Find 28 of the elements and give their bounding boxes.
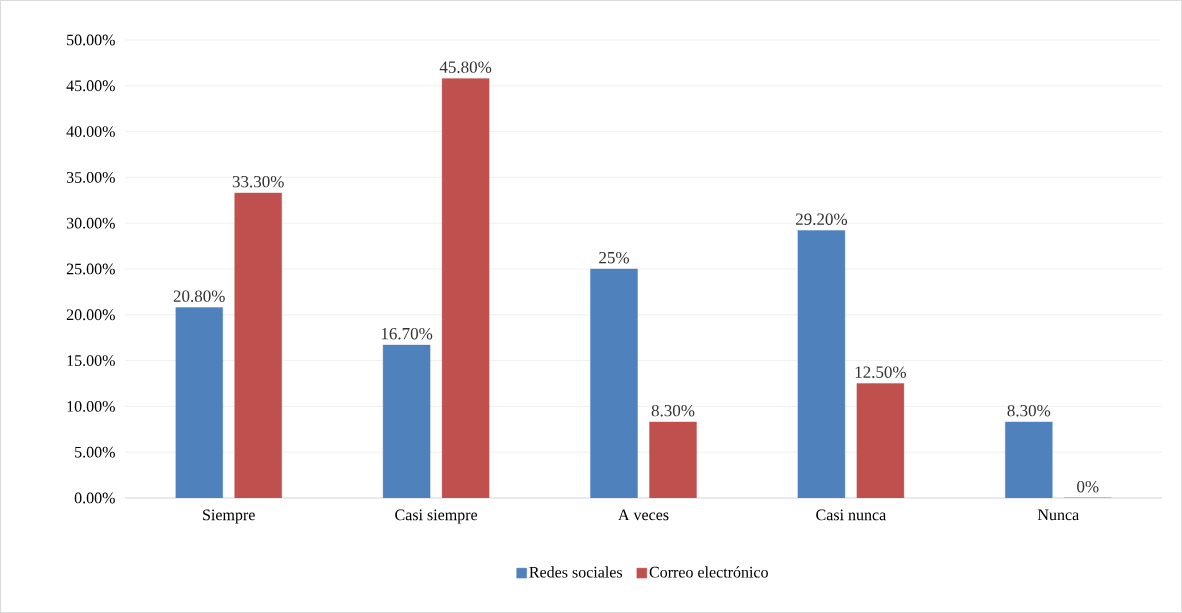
x-tick-label: A veces — [618, 509, 669, 521]
data-label: 29.20% — [795, 213, 848, 225]
x-tick-label: Nunca — [1037, 509, 1079, 521]
y-tick-label: 40.00% — [66, 126, 115, 138]
legend-label: Redes sociales — [529, 566, 623, 578]
y-tick-label: 25.00% — [66, 263, 115, 275]
legend-label: Correo electrónico — [649, 566, 768, 578]
data-label: 25% — [599, 251, 629, 264]
y-tick-label: 15.00% — [67, 355, 115, 367]
x-tick-label: Casi nunca — [816, 509, 886, 521]
data-label: 0% — [1077, 480, 1099, 493]
data-label: 45.80% — [439, 61, 492, 73]
x-tick-label: Casi siempre — [395, 509, 478, 524]
data-label: 16.70% — [381, 327, 433, 340]
y-tick-label: 30.00% — [66, 217, 115, 229]
x-tick-label: Siempre — [203, 509, 255, 524]
data-label: 12.50% — [855, 366, 907, 378]
data-label: 8.30% — [1007, 404, 1051, 417]
data-label: 20.80% — [173, 290, 225, 302]
y-tick-label: 50.00% — [67, 34, 115, 46]
y-tick-label: 45.00% — [66, 80, 115, 92]
y-tick-label: 5.00% — [75, 446, 115, 458]
y-tick-label: 20.00% — [66, 309, 115, 321]
y-tick-label: 35.00% — [66, 171, 115, 183]
y-tick-label: 10.00% — [67, 400, 115, 412]
data-label: 33.30% — [232, 175, 284, 188]
y-tick-label: 0.00% — [74, 492, 115, 504]
data-label: 8.30% — [651, 404, 695, 417]
